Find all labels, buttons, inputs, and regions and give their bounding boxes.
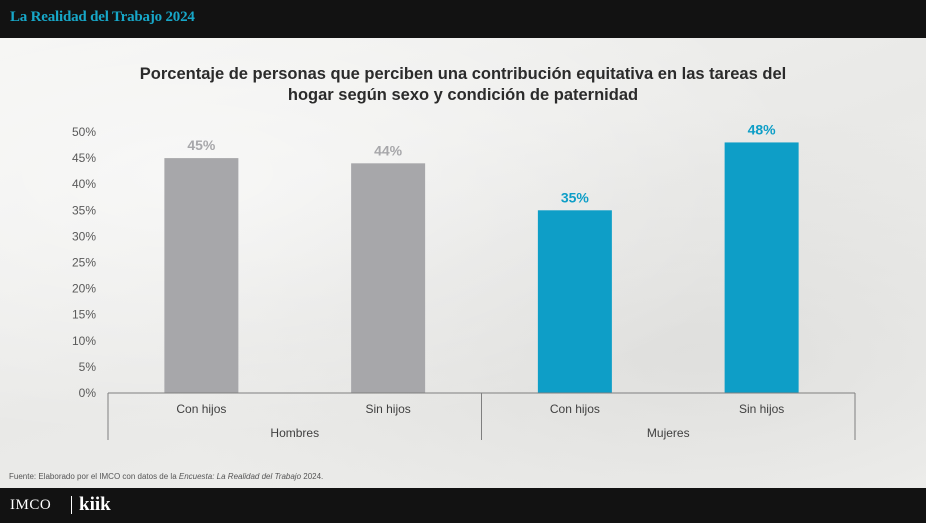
data-label: 48% <box>748 121 777 137</box>
y-tick-label: 25% <box>72 256 96 270</box>
chart-title-line-1: Porcentaje de personas que perciben una … <box>139 65 787 83</box>
data-label: 44% <box>374 142 403 158</box>
source-prefix: Fuente: Elaborado por el IMCO con datos … <box>9 472 179 481</box>
footer-band <box>0 488 926 523</box>
group-label: Hombres <box>270 426 319 440</box>
bar <box>724 142 799 393</box>
y-tick-label: 50% <box>72 125 96 139</box>
data-label: 35% <box>561 189 590 205</box>
y-tick-label: 0% <box>79 386 97 400</box>
source-suffix: 2024. <box>301 472 324 481</box>
chart-title: Porcentaje de personas que perciben una … <box>60 64 866 106</box>
y-tick-label: 40% <box>72 177 96 191</box>
y-tick-label: 10% <box>72 334 96 348</box>
group-label: Mujeres <box>647 426 690 440</box>
series-title: La Realidad del Trabajo 2024 <box>10 9 195 25</box>
source-survey-name: Encuesta: La Realidad del Trabajo <box>178 472 302 481</box>
kiik-logo: kiik <box>79 494 111 515</box>
bar <box>537 210 612 393</box>
bar <box>351 163 426 393</box>
data-label: 45% <box>187 137 216 153</box>
bar <box>164 158 239 393</box>
x-tick-label: Sin hijos <box>365 402 410 416</box>
y-tick-label: 35% <box>72 203 96 217</box>
y-tick-label: 20% <box>72 282 96 296</box>
y-tick-label: 30% <box>72 229 96 243</box>
header-band <box>0 0 926 38</box>
x-tick-label: Sin hijos <box>739 402 784 416</box>
y-tick-label: 5% <box>79 360 97 374</box>
imco-logo: IMCO <box>10 497 52 513</box>
y-tick-label: 45% <box>72 151 96 165</box>
x-tick-label: Con hijos <box>176 402 226 416</box>
chart-title-line-2: hogar según sexo y condición de paternid… <box>287 86 639 104</box>
logo-separator <box>71 496 72 514</box>
source-note: Fuente: Elaborado por el IMCO con datos … <box>9 472 323 481</box>
y-tick-label: 15% <box>72 308 96 322</box>
x-tick-label: Con hijos <box>550 402 600 416</box>
